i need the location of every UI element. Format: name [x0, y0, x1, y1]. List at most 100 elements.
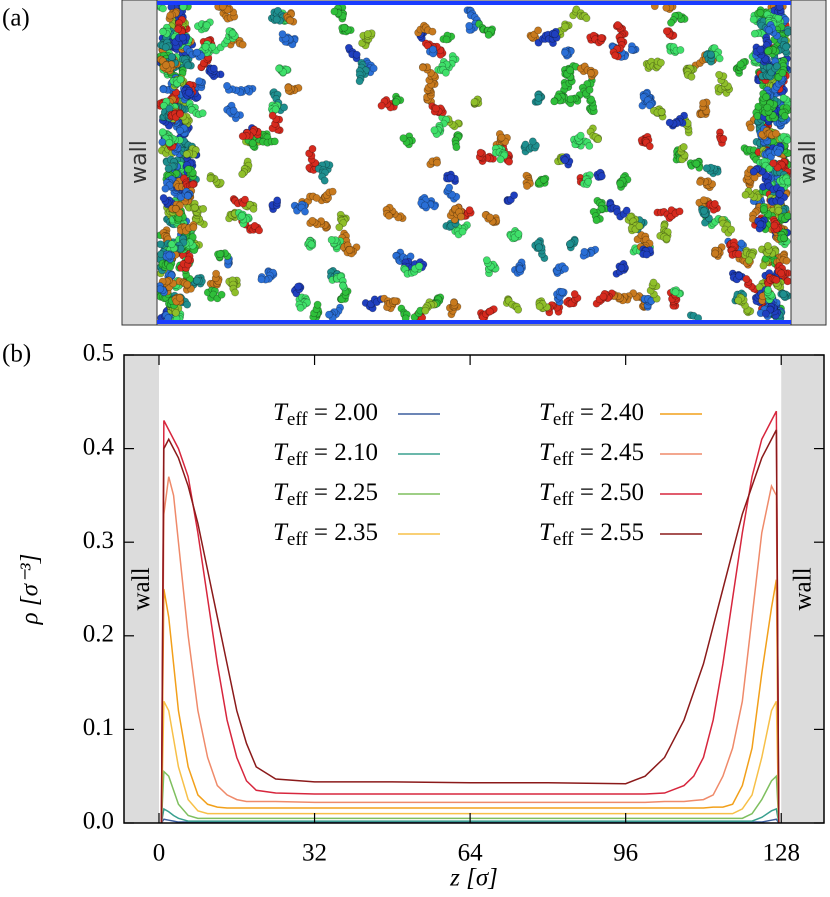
bead: [635, 222, 644, 230]
bead: [696, 178, 704, 186]
bead: [707, 50, 715, 59]
bead: [756, 8, 765, 17]
bead: [764, 241, 772, 250]
bead: [255, 226, 263, 235]
bead: [761, 309, 770, 318]
y-tick-label: 0.2: [83, 621, 114, 648]
bead: [715, 54, 724, 63]
bead: [271, 105, 280, 114]
bead: [727, 225, 736, 234]
bead: [775, 189, 784, 198]
bead: [193, 48, 201, 57]
bead: [280, 103, 288, 112]
bead: [385, 211, 393, 220]
bead: [174, 25, 182, 34]
wall-label: wall: [796, 140, 821, 184]
bead: [296, 303, 305, 312]
bead: [514, 229, 523, 238]
bead: [171, 204, 180, 213]
bead: [611, 51, 619, 60]
bead: [514, 305, 523, 314]
bead: [355, 77, 364, 86]
bead: [756, 220, 765, 229]
bead: [307, 240, 316, 249]
bead: [756, 45, 765, 54]
bead: [159, 194, 168, 202]
x-tick-label: 32: [302, 840, 327, 867]
bead: [770, 221, 779, 230]
bead: [741, 190, 750, 199]
bead: [534, 93, 543, 102]
bead: [301, 207, 309, 216]
bead: [237, 211, 246, 220]
bead: [749, 167, 758, 176]
x-tick-label: 64: [458, 840, 484, 867]
bead: [774, 148, 783, 157]
bead: [528, 137, 537, 146]
bead: [164, 164, 173, 173]
bead: [457, 212, 465, 221]
bead: [470, 98, 479, 106]
bead: [159, 27, 167, 36]
bead: [745, 256, 753, 265]
bead: [338, 281, 347, 290]
bead: [485, 307, 494, 316]
bead: [753, 112, 762, 120]
bead: [206, 174, 215, 183]
bead: [783, 177, 792, 186]
bead: [715, 70, 723, 79]
bead: [184, 165, 193, 174]
bead: [764, 47, 772, 56]
bead: [592, 216, 601, 225]
bead: [497, 133, 506, 142]
bead: [257, 275, 266, 284]
bead: [482, 256, 491, 265]
x-axis-label: z [σ]: [449, 865, 498, 892]
bead: [675, 207, 684, 216]
bead: [734, 250, 743, 258]
bead: [679, 143, 688, 151]
bead: [777, 269, 786, 278]
bead: [399, 134, 408, 143]
bead: [769, 159, 778, 168]
bead: [171, 308, 180, 317]
bead: [175, 293, 184, 302]
bead: [535, 302, 544, 311]
snapshot-box: [121, 0, 827, 326]
y-tick-label: 0.0: [83, 808, 114, 835]
bead: [783, 277, 792, 286]
bead: [162, 61, 170, 70]
data-line: [160, 579, 780, 824]
bead: [599, 292, 608, 301]
bead: [665, 118, 674, 127]
bead: [449, 298, 458, 307]
bead: [649, 278, 658, 287]
bead: [561, 22, 569, 31]
bead: [523, 182, 531, 190]
bead: [594, 135, 602, 144]
bead: [156, 240, 165, 249]
bead: [178, 33, 187, 42]
bead: [484, 31, 493, 39]
bead: [750, 29, 759, 38]
bead: [657, 108, 666, 116]
wall-label: wall: [128, 567, 155, 610]
bead: [783, 136, 792, 145]
bead: [445, 183, 454, 192]
bead: [622, 206, 631, 215]
panel-label: (b): [2, 341, 31, 368]
bead: [516, 265, 524, 273]
bead: [313, 300, 322, 309]
bead: [700, 206, 708, 215]
bead: [429, 45, 437, 54]
legend-label: Teff = 2.45: [539, 439, 644, 471]
bead: [278, 30, 287, 38]
bead: [166, 11, 175, 20]
bead: [330, 7, 339, 16]
bead: [328, 187, 337, 196]
bead: [496, 155, 505, 164]
bead: [415, 262, 424, 271]
bead: [662, 27, 671, 36]
bead: [190, 203, 199, 212]
